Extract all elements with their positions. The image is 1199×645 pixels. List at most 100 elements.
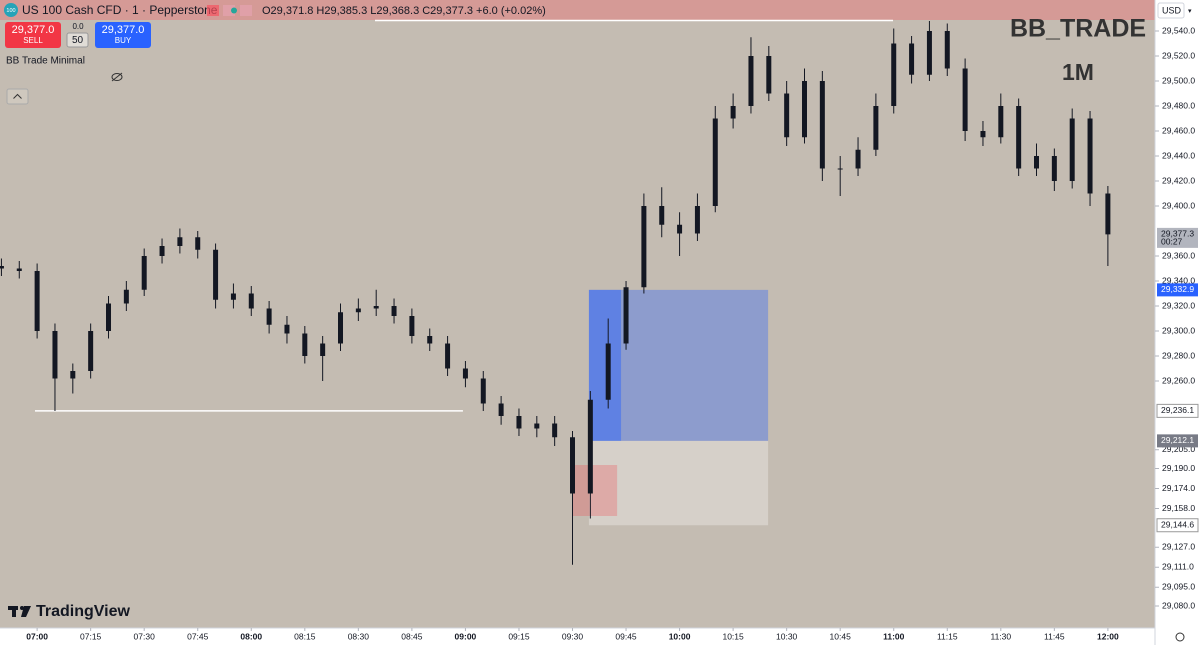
candle-body (659, 206, 665, 225)
candle-body (302, 333, 308, 356)
candle-body (1105, 193, 1111, 235)
currency[interactable]: USD (1162, 5, 1182, 15)
hide-icon[interactable] (111, 72, 123, 82)
candle-body (409, 316, 415, 336)
icon[interactable] (240, 5, 252, 16)
candle-body (177, 237, 183, 246)
candle-body (516, 416, 522, 429)
currency-box[interactable] (1157, 2, 1185, 19)
candle-body (694, 206, 700, 234)
x-tick-label: 07:45 (187, 631, 209, 641)
candle-body (855, 149, 861, 169)
indicator-name[interactable]: BB Trade Minimal (6, 56, 85, 67)
candle-body (909, 43, 915, 75)
y-tick-label: 29,205.0 (1162, 444, 1195, 454)
price-label: 29,236.1 (1161, 405, 1194, 415)
icon[interactable] (207, 5, 219, 16)
countdown: 00:27 (1161, 237, 1183, 247)
y-tick-label: 29,158.0 (1162, 503, 1195, 513)
candle-body (730, 106, 736, 119)
sell-label[interactable]: SELL (23, 36, 43, 45)
x-tick-label: 09:45 (615, 631, 637, 641)
candle-body (819, 81, 825, 169)
y-tick-label: 29,420.0 (1162, 175, 1195, 185)
symbol-logo (4, 3, 18, 17)
candle-body (926, 31, 932, 75)
symbol[interactable]: US 100 Cash CFD · 1 · Pepperstone (22, 3, 218, 17)
candle-body (445, 343, 451, 369)
icon[interactable] (231, 7, 237, 14)
spread: 0.0 (72, 22, 84, 31)
candle-body (320, 343, 326, 356)
price-label: 29,212.1 (1161, 435, 1194, 445)
price-label-box (1157, 283, 1198, 297)
y-tick-label: 29,127.0 (1162, 542, 1195, 552)
candle-body (837, 168, 843, 170)
quantity[interactable]: 50 (72, 35, 84, 46)
icon[interactable] (223, 5, 235, 16)
candle-body (462, 368, 468, 379)
quantity-box[interactable] (66, 32, 89, 48)
collapse-button[interactable] (6, 88, 29, 105)
price-label-box (1157, 434, 1198, 448)
header-bar (0, 0, 1155, 20)
candle-body (677, 224, 683, 234)
candle-body (605, 343, 611, 400)
y-tick-label: 29,260.0 (1162, 375, 1195, 385)
buy-label[interactable]: BUY (115, 36, 132, 45)
candle-body (641, 206, 647, 288)
caret: ▾ (1188, 8, 1192, 15)
candle-body (427, 336, 433, 344)
x-tick-label: 08:30 (348, 631, 370, 641)
x-tick-label: 12:00 (1097, 631, 1119, 641)
candle-body (534, 423, 540, 429)
candle-body (980, 131, 986, 138)
candle-body (338, 312, 344, 344)
x-tick-label: 08:45 (401, 631, 423, 641)
candle-body (106, 303, 112, 331)
x-tick-label: 10:45 (830, 631, 852, 641)
buy-price[interactable]: 29,377.0 (102, 24, 145, 36)
candle-body (552, 423, 558, 438)
y-tick-label: 29,190.0 (1162, 463, 1195, 473)
candle-body (1034, 156, 1040, 169)
y-tick-label: 29,480.0 (1162, 100, 1195, 110)
price-label-box (1156, 403, 1199, 418)
price-label: 29,332.9 (1161, 284, 1194, 294)
candle-body (1016, 106, 1022, 169)
y-tick-label: 29,174.0 (1162, 483, 1195, 493)
candle-body (230, 293, 236, 300)
candle-body (1087, 118, 1093, 194)
brand[interactable]: TradingView (36, 603, 131, 620)
x-tick-label: 10:00 (669, 631, 691, 641)
price-axis (1155, 0, 1199, 645)
y-tick-label: 29,500.0 (1162, 75, 1195, 85)
x-tick-label: 09:30 (562, 631, 584, 641)
candle-body (944, 31, 950, 69)
buy-button[interactable] (95, 22, 151, 48)
y-tick-label: 29,280.0 (1162, 350, 1195, 360)
time-axis (0, 628, 1155, 645)
price-label-box (1157, 227, 1198, 248)
settings-icon[interactable] (1175, 632, 1185, 642)
watermark-title: BB_TRADE (1010, 15, 1146, 43)
candle-body (70, 371, 76, 379)
x-tick-label: 08:15 (294, 631, 316, 641)
candle-body (998, 106, 1004, 138)
candle-body (248, 293, 254, 309)
x-tick-label: 11:30 (990, 631, 1011, 641)
plot-background (0, 0, 1155, 628)
candle-body (1069, 118, 1075, 181)
candle-body (873, 106, 879, 150)
y-tick-label: 29,111.0 (1162, 562, 1194, 572)
sell-button[interactable] (5, 22, 61, 48)
sell-price[interactable]: 29,377.0 (12, 24, 55, 36)
marks (0, 21, 1111, 565)
candle-body (480, 378, 486, 404)
x-tick-label: 07:30 (134, 631, 156, 641)
brand-logo[interactable] (8, 606, 31, 617)
x-tick-label: 11:00 (883, 631, 905, 641)
candle-body (570, 437, 576, 494)
x-tick-label: 09:00 (455, 631, 477, 641)
